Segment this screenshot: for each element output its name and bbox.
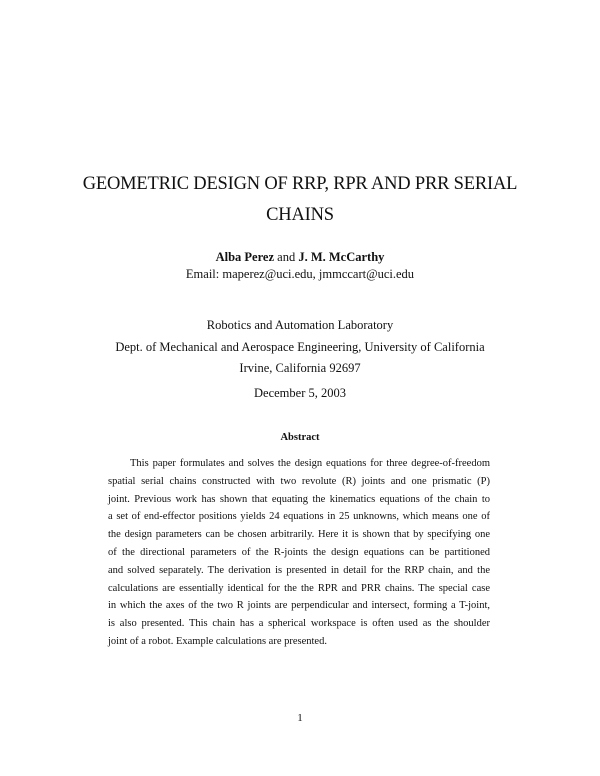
affiliation-lab: Robotics and Automation Laboratory (206, 318, 394, 332)
author-1: Alba Perez (215, 250, 275, 264)
author-conjunction: and (277, 250, 296, 264)
abstract-line: and solved separately. The derivation is… (108, 564, 490, 576)
abstract-body: This paper formulates and solves the des… (108, 455, 490, 651)
abstract-heading: Abstract (280, 432, 320, 443)
abstract-line: is also presented. This chain has a sphe… (108, 618, 490, 630)
paper-title-line-1: GEOMETRIC DESIGN OF RRP, RPR AND PRR SER… (82, 174, 518, 194)
page-number: 1 (297, 712, 303, 724)
affiliation-city: Irvine, California 92697 (239, 361, 361, 375)
abstract-line: joint. Previous work has shown that equa… (108, 493, 490, 505)
author-emails: Email: maperez@uci.edu, jmmccart@uci.edu (185, 267, 415, 281)
abstract-line: calculations are essentially identical f… (108, 582, 490, 594)
abstract-line: the design parameters can be chosen arbi… (108, 529, 490, 541)
paper-title-line-2: CHAINS (266, 205, 334, 225)
abstract-line: spatial serial chains constructed with t… (108, 475, 490, 487)
abstract-line: in which the axes of the two R joints ar… (108, 600, 490, 612)
abstract-line: of the directional parameters of the R-j… (108, 546, 490, 558)
abstract-line: a set of end-effector positions yields 2… (108, 511, 490, 523)
affiliation-dept: Dept. of Mechanical and Aerospace Engine… (115, 340, 485, 354)
paper-date: December 5, 2003 (254, 386, 346, 400)
abstract-line: This paper formulates and solves the des… (130, 458, 490, 469)
authors: Alba Perez and J. M. McCarthy (0, 250, 600, 265)
abstract-line: joint of a robot. Example calculations a… (108, 635, 327, 647)
author-2: J. M. McCarthy (298, 250, 385, 264)
